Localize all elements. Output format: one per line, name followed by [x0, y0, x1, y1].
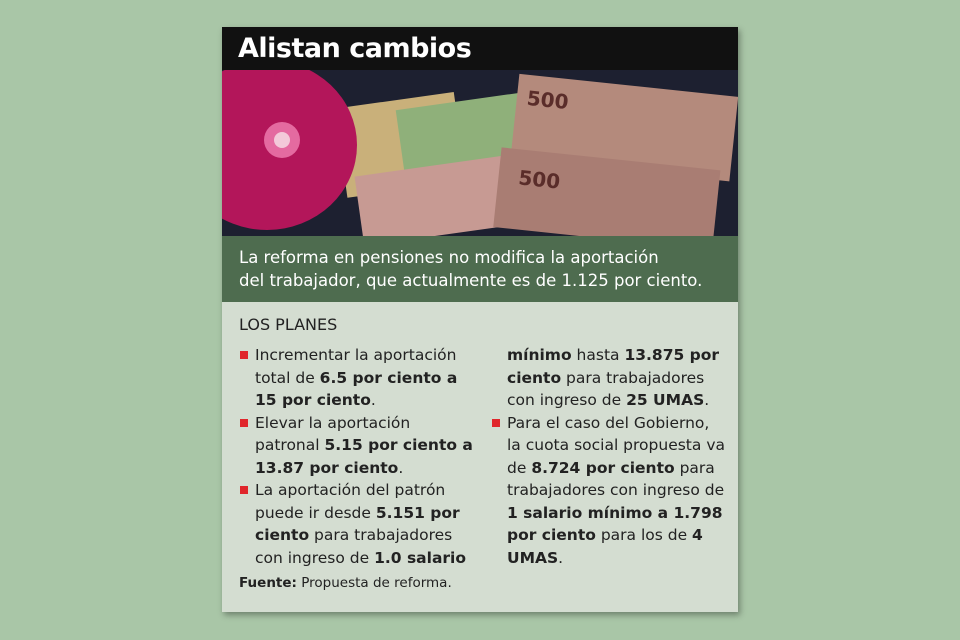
bold-text: 13.875 por ciento	[507, 346, 720, 387]
bold-text: 25 UMAS	[626, 391, 705, 409]
bold-text: 1 salario mínimo a 1.798 por ciento	[507, 503, 723, 545]
bold-text: 4 UMAS	[507, 526, 703, 567]
source-text: Propuesta de reforma.	[301, 575, 452, 591]
photo: 500 500	[222, 70, 738, 236]
text: para los de	[595, 526, 693, 544]
text: para trabajadores con ingreso de	[507, 458, 725, 500]
bold-text: 1.0 salario mínimo	[374, 346, 572, 567]
text: La aportación del patrón puede ir desde	[255, 481, 446, 522]
text: .	[398, 458, 404, 477]
svg-text:500: 500	[526, 86, 570, 114]
bullet-item: Incrementar la aportación total de 6.5 p…	[239, 344, 473, 412]
bullet-item: Para el caso del Gobierno, la cuota soci…	[491, 412, 725, 570]
bold-text: 5.15 por ciento a 13.87 por ciento	[255, 436, 473, 477]
text: .	[370, 391, 376, 409]
infographic-card: Alistan cambios 500 500 La reforma en pe…	[222, 27, 738, 612]
text: Incrementar la aportación total de	[255, 346, 457, 387]
svg-text:500: 500	[517, 165, 561, 193]
section-heading: LOS PLANES	[239, 315, 338, 334]
title: Alistan cambios	[222, 27, 738, 70]
lead: La reforma en pensiones no modifica la a…	[222, 236, 738, 302]
text: hasta	[571, 346, 625, 364]
text: para trabajadores con ingreso de	[507, 368, 705, 410]
text: .	[704, 391, 710, 409]
bullet-list: Incrementar la aportación total de 6.5 p…	[239, 344, 725, 572]
source: Fuente: Propuesta de reforma.	[239, 575, 452, 591]
text: para trabajadores con ingreso de	[255, 526, 453, 567]
text: Para el caso del Gobierno, la cuota soci…	[507, 413, 725, 477]
bold-text: 5.151 por ciento	[255, 503, 460, 545]
bullet-item: Elevar la aportación patronal 5.15 por c…	[239, 412, 473, 480]
lead-line: La reforma en pensiones no modifica la a…	[239, 248, 659, 267]
bold-text: 8.724 por ciento	[531, 458, 675, 477]
text: .	[558, 548, 564, 567]
text: Elevar la aportación patronal	[255, 413, 411, 455]
bullet-item: La aportación del patrón puede ir desde …	[239, 344, 725, 572]
bold-text: 6.5 por ciento a 15 por ciento	[255, 368, 458, 410]
source-label: Fuente:	[239, 575, 297, 591]
lead-line: del trabajador, que actualmente es de 1.…	[239, 271, 703, 290]
